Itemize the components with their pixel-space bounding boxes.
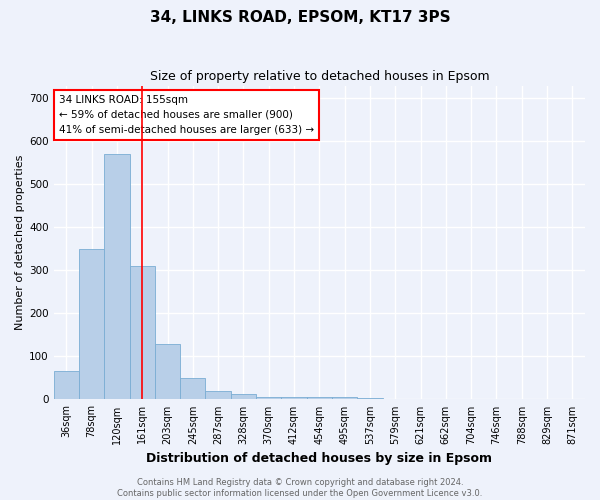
Bar [104,154,130,400]
Bar [155,344,180,400]
Bar [205,391,231,400]
Text: 34, LINKS ROAD, EPSOM, KT17 3PS: 34, LINKS ROAD, EPSOM, KT17 3PS [149,10,451,25]
Bar [231,394,256,400]
Bar [130,266,155,400]
Bar [281,398,307,400]
Bar [180,378,205,400]
X-axis label: Distribution of detached houses by size in Epsom: Distribution of detached houses by size … [146,452,493,465]
Title: Size of property relative to detached houses in Epsom: Size of property relative to detached ho… [149,70,489,83]
Bar [79,249,104,400]
Bar [357,398,383,400]
Text: 34 LINKS ROAD: 155sqm
← 59% of detached houses are smaller (900)
41% of semi-det: 34 LINKS ROAD: 155sqm ← 59% of detached … [59,95,314,134]
Text: Contains HM Land Registry data © Crown copyright and database right 2024.
Contai: Contains HM Land Registry data © Crown c… [118,478,482,498]
Bar [383,398,408,400]
Bar [307,397,332,400]
Bar [332,398,357,400]
Bar [53,372,79,400]
Y-axis label: Number of detached properties: Number of detached properties [15,155,25,330]
Bar [256,398,281,400]
